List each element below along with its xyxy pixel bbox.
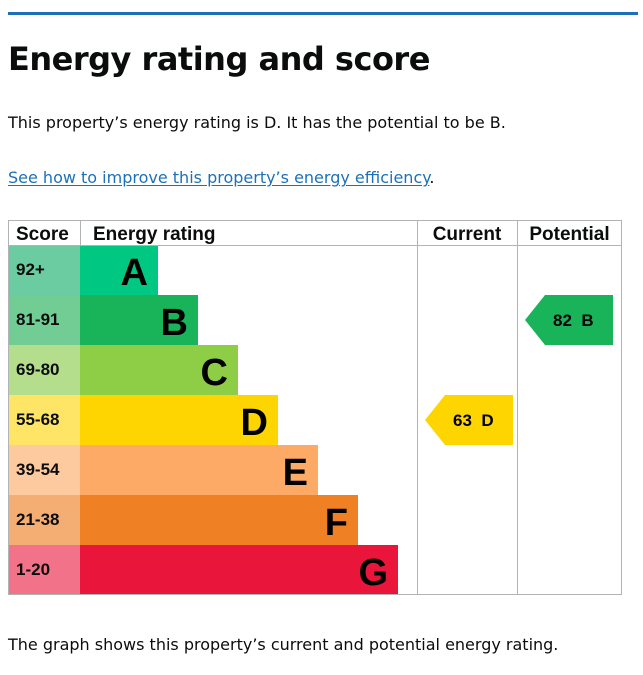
score-cell-e	[8, 445, 80, 495]
score-cell-g	[8, 545, 80, 595]
score-cell-d	[8, 395, 80, 445]
band-letter-a: A	[121, 252, 148, 294]
link-suffix: .	[429, 168, 435, 187]
current-rating-label: 63 D	[453, 411, 494, 430]
graph-description: The graph shows this property’s current …	[8, 635, 559, 654]
score-cell-b	[8, 295, 80, 345]
header-score: Score	[16, 224, 69, 245]
score-range-e: 39-54	[16, 460, 60, 479]
band-letter-e: E	[283, 452, 308, 494]
band-letter-d: D	[241, 402, 268, 444]
score-cell-f	[8, 495, 80, 545]
band-letter-g: G	[358, 552, 388, 594]
band-letter-c: C	[201, 352, 228, 394]
chart-border	[8, 220, 622, 595]
header-potential: Potential	[529, 224, 609, 245]
band-bar-e	[80, 445, 318, 495]
band-letter-b: B	[161, 302, 188, 344]
score-range-d: 55-68	[16, 410, 59, 429]
band-bar-g	[80, 545, 398, 595]
score-range-a: 92+	[16, 260, 45, 279]
current-rating-arrow	[425, 395, 513, 445]
band-bar-d	[80, 395, 278, 445]
band-bar-a	[80, 245, 158, 295]
potential-rating-arrow	[525, 295, 613, 345]
band-bar-c	[80, 345, 238, 395]
header-current: Current	[433, 224, 502, 245]
improve-efficiency-link[interactable]: See how to improve this property’s energ…	[8, 168, 430, 187]
page-title: Energy rating and score	[8, 40, 430, 78]
score-range-c: 69-80	[16, 360, 59, 379]
rating-summary: This property’s energy rating is D. It h…	[8, 113, 506, 132]
score-range-f: 21-38	[16, 510, 59, 529]
band-bar-f	[80, 495, 358, 545]
score-range-b: 81-91	[16, 310, 59, 329]
score-range-g: 1-20	[16, 560, 50, 579]
band-bar-b	[80, 295, 198, 345]
improve-link-line: See how to improve this property’s energ…	[8, 168, 435, 187]
score-cell-c	[8, 345, 80, 395]
header-energy-rating: Energy rating	[93, 224, 215, 245]
score-cell-a	[8, 245, 80, 295]
potential-rating-label: 82 B	[553, 311, 594, 330]
band-letter-f: F	[325, 502, 348, 544]
top-rule	[8, 12, 638, 15]
